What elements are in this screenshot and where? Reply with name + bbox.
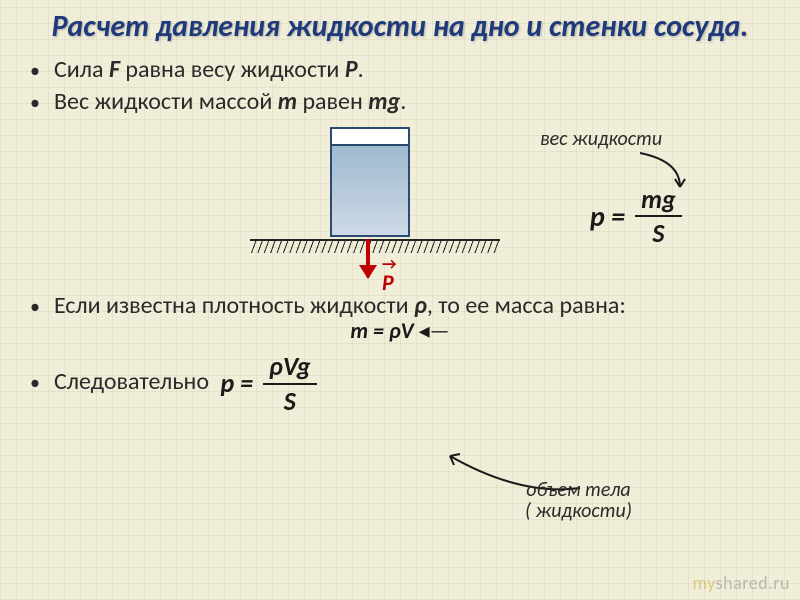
b1-mid: равна весу жидкости [120,55,345,84]
annotation-volume: объем тела ( жидкости) [525,480,632,522]
wm-ru: .ru [768,572,790,594]
bullet-list: • Сила F равна весу жидкости P. • Вес жи… [0,47,800,117]
fraction: mg S [635,183,682,249]
diagram-zone: P вес жидкости p = mg S [0,121,800,291]
bullet-dot: • [30,295,54,320]
bullet-dot: • [30,91,54,116]
denominator: S [646,217,670,249]
b3-pre: Если известна плотность жидкости [54,291,414,320]
numerator-2: ρVg [263,350,317,383]
b4: Следовательно [54,367,209,396]
bullet-4: • Следовательно p = ρVg S [30,350,770,417]
b2-pre: Вес жидкости массой [54,87,278,116]
annotation-weight: вес жидкости [540,127,662,151]
b1-pre: Сила [54,55,109,84]
b2-m: m [278,87,297,116]
denominator-2: S [278,385,302,418]
force-arrow-icon [366,239,370,277]
formula-pressure: p = mg S [590,183,682,249]
bullet-list-3: • Следовательно p = ρVg S [0,344,800,417]
wm-shared: shared [716,572,769,594]
bullet-dot: • [30,371,54,396]
p-eq: p = [590,199,625,234]
volume-line1: объем тела [525,480,632,501]
bullet-2: • Вес жидкости массой m равен mg. [30,87,770,117]
formula-mass: m = ρV ◂— [0,317,800,344]
b2-end: . [400,87,406,116]
vessel-icon [330,127,410,237]
bullet-dot: • [30,59,54,84]
bullet-1: • Сила F равна весу жидкости P. [30,55,770,85]
volume-line2: ( жидкости) [525,501,632,522]
vector-p-label: P [382,269,394,296]
b1-end: . [358,55,364,84]
b1-F: F [109,55,120,84]
formula-final: p = ρVg S [220,350,316,417]
fraction-2: ρVg S [263,350,317,417]
p-eq2: p = [220,367,253,400]
b3-rho: ρ [414,291,427,320]
watermark: myshared.ru [693,572,790,594]
b2-mid: равен [297,87,368,116]
numerator: mg [635,183,682,215]
b1-P: P [345,55,358,84]
b2-mg: mg [368,87,400,116]
arrow-left-icon: ◂— [414,317,450,344]
b3-end: , то ее масса равна: [427,291,626,320]
wm-my: my [693,572,716,594]
ground-hatch [250,239,500,253]
page-title: Расчет давления жидкости на дно и стенки… [0,0,800,47]
